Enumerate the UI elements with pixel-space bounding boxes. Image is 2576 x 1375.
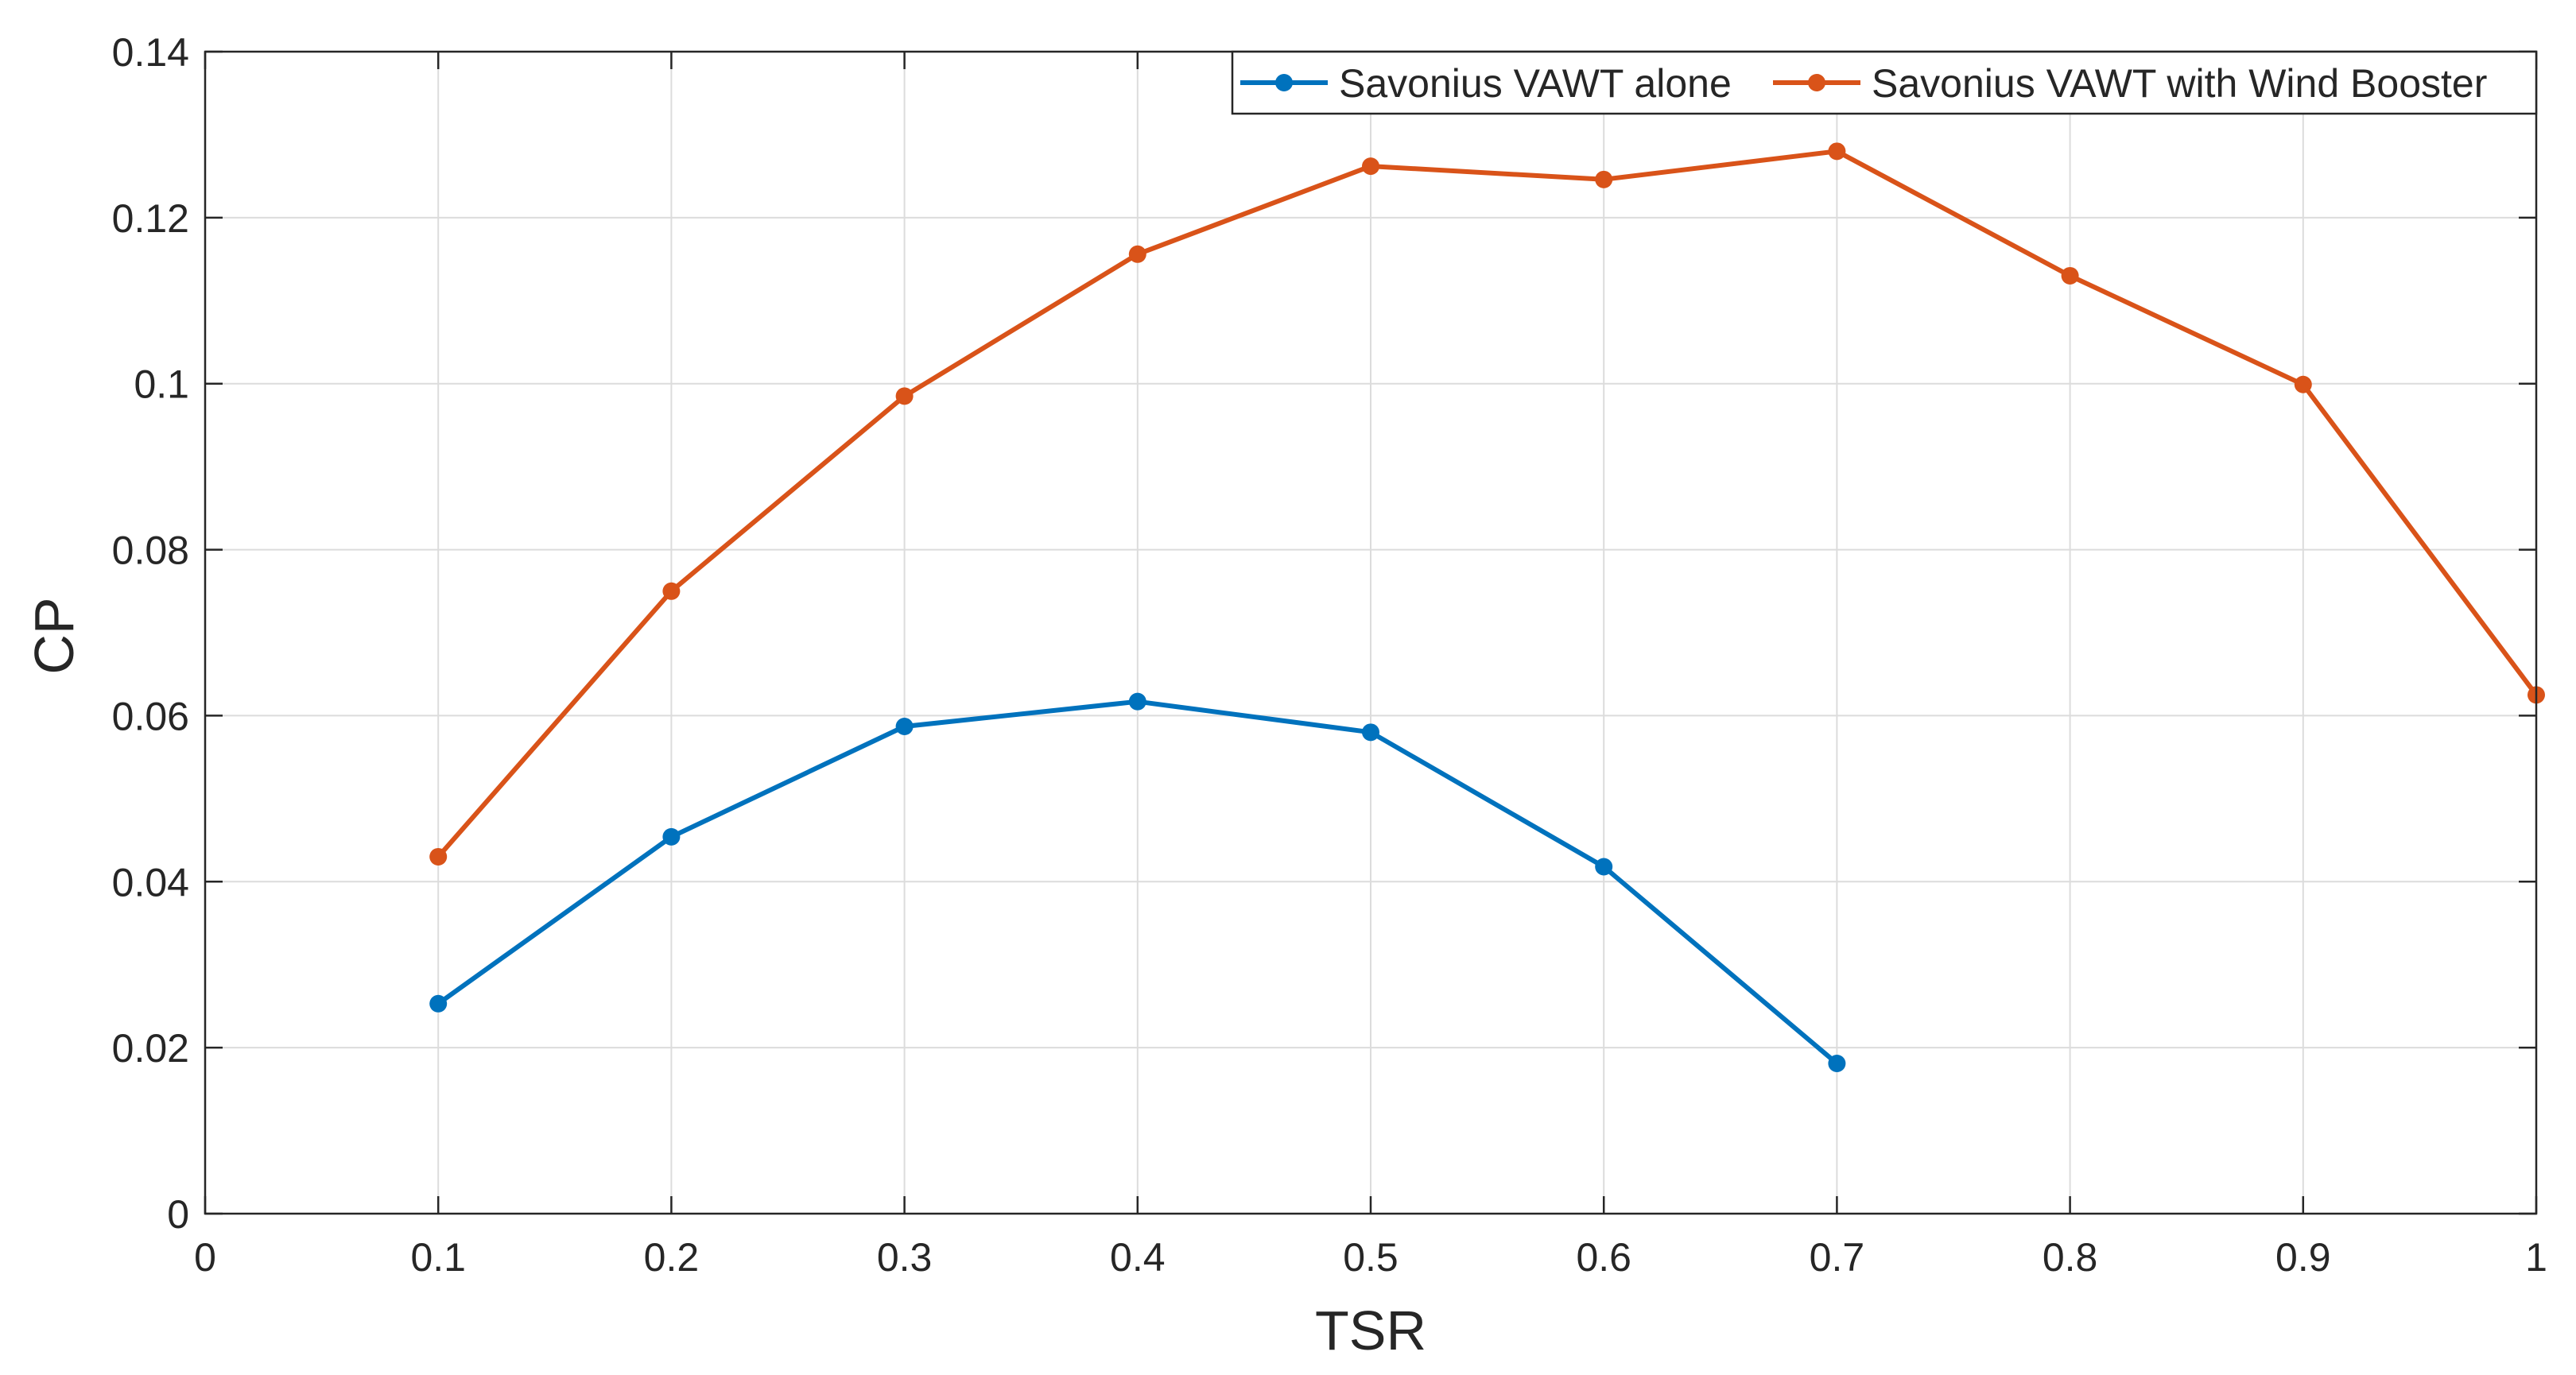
- data-point: [1595, 170, 1613, 188]
- data-point: [1362, 157, 1379, 176]
- legend-label: Savonius VAWT alone: [1339, 61, 1732, 106]
- y-tick-label: 0.08: [112, 529, 189, 573]
- x-tick-label: 0: [194, 1235, 216, 1280]
- x-tick-label: 0.8: [2043, 1235, 2098, 1280]
- axes-ticks: 0 0.1 0.2 0.3 0.4 0.5 0.6 0.7 0.8 0.9 1 0 0.02 0.04 0.…: [112, 30, 2547, 1280]
- x-tick-label: 0.5: [1343, 1235, 1399, 1280]
- data-point: [1828, 142, 1846, 161]
- y-tick-label: 0.1: [134, 362, 189, 407]
- data-point: [2061, 266, 2079, 285]
- y-tick-label: 0.06: [112, 694, 189, 738]
- data-point: [429, 994, 448, 1013]
- legend-label: Savonius VAWT with Wind Booster: [1872, 61, 2487, 106]
- legend-entry: Savonius VAWT alone: [1240, 61, 1732, 106]
- legend-box: [1231, 50, 2538, 115]
- data-point: [1128, 245, 1146, 263]
- series-2: [429, 142, 2545, 866]
- data-point: [1828, 1054, 1846, 1072]
- data-point: [895, 718, 914, 736]
- data-point: [895, 387, 914, 405]
- x-tick-label: 0.2: [644, 1235, 700, 1280]
- y-axis-label: CP: [23, 597, 85, 674]
- x-axis-label: TSR: [1315, 1299, 1426, 1361]
- x-tick-label: 1: [2525, 1235, 2547, 1280]
- data-point: [662, 582, 681, 600]
- legend: Savonius VAWT alone Savonius VAWT with Wi…: [1231, 50, 2538, 115]
- data-point: [662, 827, 681, 846]
- grid: [205, 52, 2536, 1214]
- x-tick-label: 0.6: [1576, 1235, 1631, 1280]
- data-point: [429, 847, 448, 866]
- y-tick-label: 0.12: [112, 196, 189, 241]
- x-tick-label: 0.7: [1810, 1235, 1865, 1280]
- data-point: [1362, 723, 1379, 742]
- y-tick-label: 0.14: [112, 30, 189, 75]
- x-tick-label: 0.4: [1110, 1235, 1166, 1280]
- data-point: [1595, 858, 1613, 876]
- legend-marker: [1275, 74, 1293, 91]
- series-line: [436, 149, 2539, 858]
- x-tick-label: 0.1: [410, 1235, 466, 1280]
- data-point: [2294, 375, 2312, 393]
- x-tick-label: 0.3: [877, 1235, 933, 1280]
- plot-series: [429, 142, 2545, 1072]
- legend-marker: [1808, 74, 1825, 91]
- y-tick-label: 0.02: [112, 1026, 189, 1071]
- series-1: [429, 692, 1846, 1072]
- x-tick-label: 0.9: [2275, 1235, 2331, 1280]
- legend-entry: Savonius VAWT with Wind Booster: [1773, 61, 2487, 106]
- y-tick-label: 0: [167, 1192, 189, 1237]
- data-point: [1128, 692, 1146, 711]
- y-tick-label: 0.04: [112, 860, 189, 904]
